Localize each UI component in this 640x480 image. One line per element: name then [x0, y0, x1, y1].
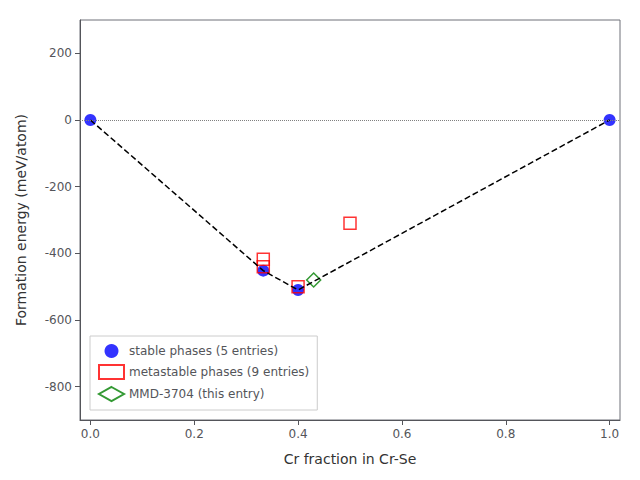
svg-text:MMD-3704 (this entry): MMD-3704 (this entry): [129, 387, 264, 401]
svg-text:metastable phases (9 entries): metastable phases (9 entries): [129, 365, 309, 379]
svg-text:0.2: 0.2: [185, 427, 204, 441]
svg-text:Formation energy (meV/atom): Formation energy (meV/atom): [13, 114, 29, 326]
svg-text:-800: -800: [45, 380, 72, 394]
svg-text:-600: -600: [45, 313, 72, 327]
svg-text:0.4: 0.4: [289, 427, 308, 441]
svg-text:-200: -200: [45, 180, 72, 194]
svg-text:stable phases (5 entries): stable phases (5 entries): [129, 344, 278, 358]
svg-text:-400: -400: [45, 246, 72, 260]
svg-text:0.0: 0.0: [81, 427, 100, 441]
svg-text:200: 200: [49, 46, 72, 60]
svg-text:Cr fraction in Cr-Se: Cr fraction in Cr-Se: [284, 451, 417, 467]
svg-text:0: 0: [64, 113, 72, 127]
svg-text:0.6: 0.6: [392, 427, 411, 441]
svg-text:1.0: 1.0: [600, 427, 619, 441]
svg-text:0.8: 0.8: [496, 427, 515, 441]
